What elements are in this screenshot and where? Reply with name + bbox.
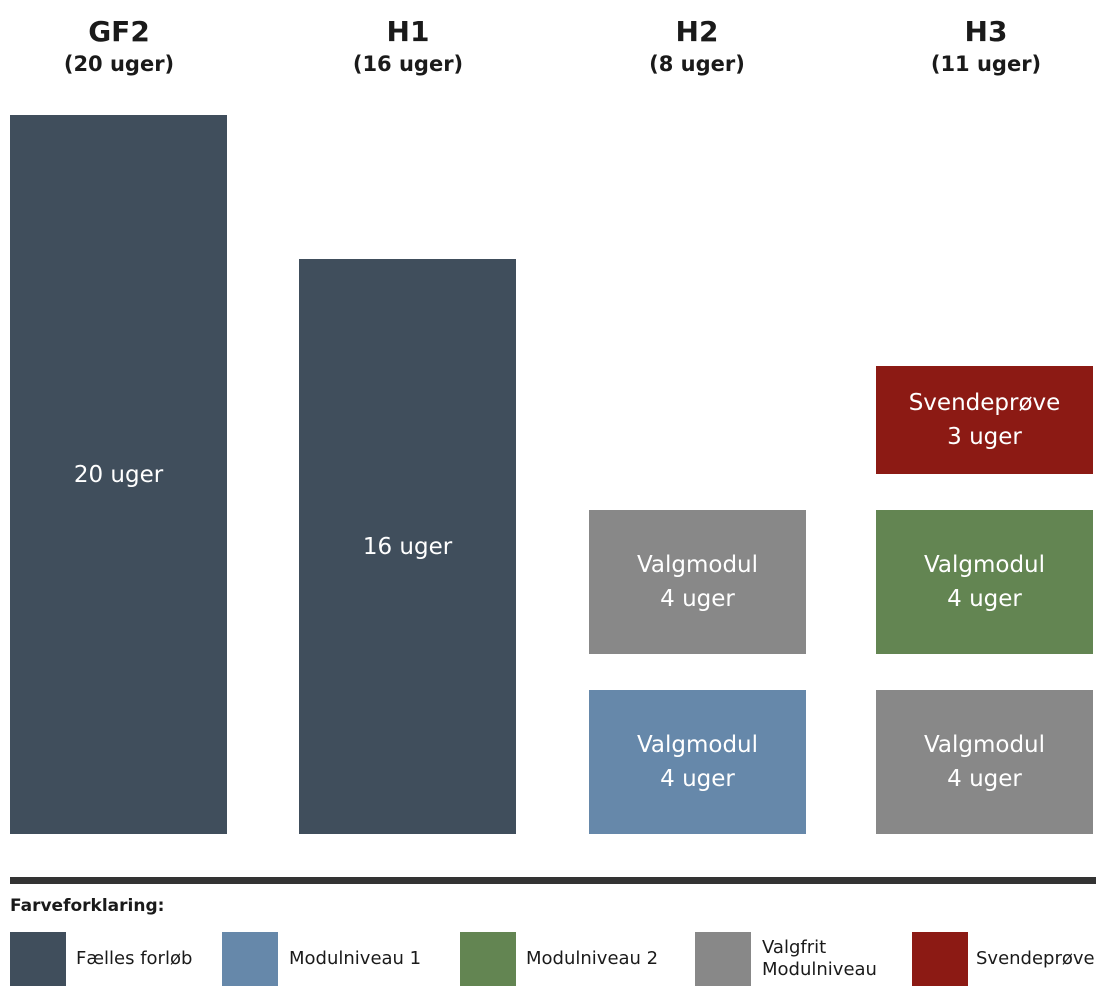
legend-label-valgfrit-modulniveau: Valgfrit Modulniveau [762, 932, 877, 986]
legend-divider [10, 877, 1096, 884]
block-label-line2: 4 uger [660, 766, 735, 792]
legend-label-text: Modulniveau 1 [289, 948, 422, 969]
block-h1-faelles-forlob: 16 uger [299, 259, 516, 834]
legend-label-text: Modulniveau 2 [526, 948, 659, 969]
block-label: 16 uger [362, 533, 453, 560]
column-subtitle: (20 uger) [63, 52, 175, 76]
block-label-line2: 4 uger [660, 586, 735, 612]
legend-swatch-modulniveau-2 [460, 932, 516, 986]
legend-label-text: Fælles forløb [76, 948, 193, 969]
column-header-gf2: GF2 (20 uger) [9, 14, 229, 78]
block-label-line2: 4 uger [947, 766, 1022, 792]
column-subtitle: (8 uger) [649, 52, 745, 76]
block-h2-valgmodul-valgfrit: Valgmodul 4 uger [589, 510, 806, 654]
legend-label-faelles-forlob: Fælles forløb [76, 932, 192, 986]
block-label-line2: 3 uger [947, 424, 1022, 450]
column-subtitle: (11 uger) [930, 52, 1042, 76]
legend-label-modulniveau-2: Modulniveau 2 [526, 932, 658, 986]
column-title: GF2 [88, 15, 150, 48]
legend-label-text-line2: Modulniveau [762, 959, 877, 980]
column-header-h2: H2 (8 uger) [587, 14, 807, 78]
block-label-line1: Valgmodul [636, 552, 759, 578]
block-label-line1: Svendeprøve [908, 390, 1061, 416]
block-label-line1: Valgmodul [636, 732, 759, 758]
block-label: 20 uger [73, 461, 164, 488]
legend-label-text-line1: Valgfrit [762, 937, 827, 958]
column-title: H1 [386, 15, 430, 48]
legend-label-svendeprove: Svendeprøve [976, 932, 1095, 986]
column-title: H2 [675, 15, 719, 48]
legend: Fælles forløb Modulniveau 1 Modulniveau … [0, 932, 1113, 986]
legend-swatch-svendeprove [912, 932, 968, 986]
block-h3-valgmodul-valgfrit: Valgmodul 4 uger [876, 690, 1093, 834]
legend-swatch-valgfrit-modulniveau [695, 932, 751, 986]
block-h3-svendeprove: Svendeprøve 3 uger [876, 366, 1093, 474]
block-gf2-faelles-forlob: 20 uger [10, 115, 227, 834]
block-label-line1: Valgmodul [923, 552, 1046, 578]
legend-swatch-faelles-forlob [10, 932, 66, 986]
legend-title: Farveforklaring: [10, 896, 165, 916]
legend-swatch-modulniveau-1 [222, 932, 278, 986]
column-header-h3: H3 (11 uger) [876, 14, 1096, 78]
column-title: H3 [964, 15, 1008, 48]
legend-label-text: Svendeprøve [976, 948, 1095, 969]
legend-label-modulniveau-1: Modulniveau 1 [289, 932, 421, 986]
block-h3-valgmodul-niveau2: Valgmodul 4 uger [876, 510, 1093, 654]
column-subtitle: (16 uger) [352, 52, 464, 76]
column-header-h1: H1 (16 uger) [298, 14, 518, 78]
block-label-line1: Valgmodul [923, 732, 1046, 758]
block-h2-valgmodul-niveau1: Valgmodul 4 uger [589, 690, 806, 834]
block-label-line2: 4 uger [947, 586, 1022, 612]
